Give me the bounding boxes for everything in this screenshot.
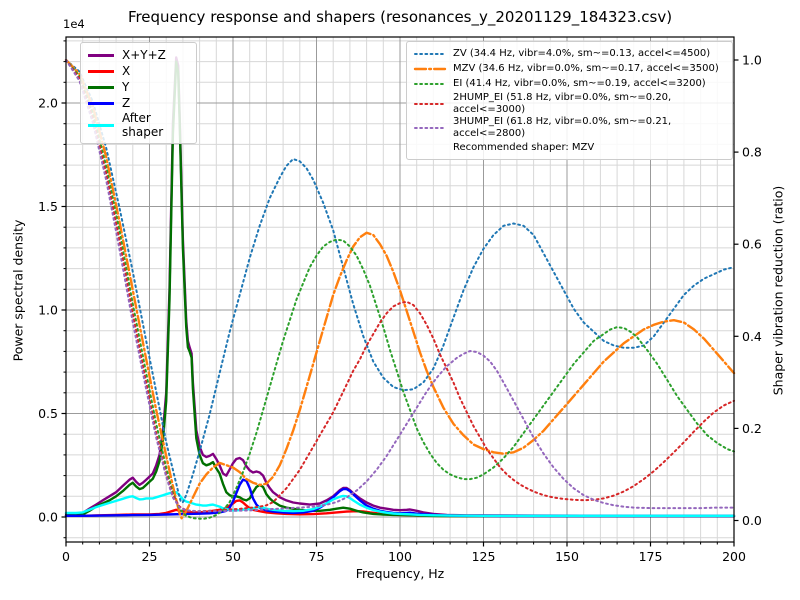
legend-item-zv: ZV (34.4 Hz, vibr=4.0%, sm~=0.13, accel<…: [413, 46, 726, 61]
svg-text:75: 75: [309, 549, 325, 564]
svg-text:1.5: 1.5: [38, 199, 58, 214]
svg-text:0: 0: [62, 549, 70, 564]
legend-item-label: X: [122, 64, 131, 78]
series-zv: [65, 59, 735, 504]
legend-item-label: Y: [122, 80, 130, 94]
legend-psd: X+Y+Z X Y Z After shaper: [80, 42, 197, 144]
legend-shapers: ZV (34.4 Hz, vibr=4.0%, sm~=0.13, accel<…: [406, 41, 733, 161]
legend-item-label: MZV (34.6 Hz, vibr=0.0%, sm~=0.17, accel…: [453, 62, 719, 74]
legend-line-swatch: [88, 123, 114, 127]
svg-text:50: 50: [225, 549, 241, 564]
svg-text:100: 100: [388, 549, 412, 564]
legend-footer-label: Recommended shaper: MZV: [453, 141, 595, 153]
x-axis-label: Frequency, Hz: [355, 566, 445, 581]
svg-text:0.8: 0.8: [742, 145, 762, 160]
legend-item-2hump-ei: 2HUMP_EI (51.8 Hz, vibr=0.0%, sm~=0.20, …: [413, 92, 726, 116]
series-after-shaper: [64, 491, 736, 517]
chart-title: Frequency response and shapers (resonanc…: [127, 8, 673, 26]
legend-line-swatch: [88, 53, 114, 57]
legend-footer-recommended-shaper: Recommended shaper: MZV: [413, 140, 726, 155]
svg-text:0.6: 0.6: [742, 237, 762, 252]
legend-item-ei: EI (41.4 Hz, vibr=0.0%, sm~=0.19, accel<…: [413, 77, 726, 92]
svg-text:175: 175: [639, 549, 663, 564]
y-axis-left-label: Power spectral density: [10, 219, 26, 362]
legend-item-y: Y: [88, 79, 188, 95]
legend-line-swatch: [88, 101, 114, 105]
y-axis-offset-label: 1e4: [63, 17, 85, 31]
svg-text:0.4: 0.4: [742, 329, 762, 344]
svg-text:1.0: 1.0: [38, 303, 58, 318]
legend-item-label: ZV (34.4 Hz, vibr=4.0%, sm~=0.13, accel<…: [453, 47, 711, 59]
series-3hump-ei: [65, 59, 735, 513]
svg-text:200: 200: [722, 549, 746, 564]
legend-item-mzv: MZV (34.6 Hz, vibr=0.0%, sm~=0.17, accel…: [413, 61, 726, 76]
series-mzv: [64, 58, 736, 520]
svg-text:0.5: 0.5: [38, 406, 58, 421]
svg-text:0.2: 0.2: [742, 421, 762, 436]
svg-text:0.0: 0.0: [742, 513, 762, 528]
y-axis-right-label: Shaper vibration reduction (ratio): [770, 185, 786, 396]
legend-line-swatch: [88, 69, 114, 73]
series-y: [64, 60, 736, 518]
svg-text:125: 125: [472, 549, 496, 564]
svg-text:25: 25: [142, 549, 158, 564]
svg-text:1.0: 1.0: [742, 53, 762, 68]
svg-text:150: 150: [555, 549, 579, 564]
legend-item-label: EI (41.4 Hz, vibr=0.0%, sm~=0.19, accel<…: [453, 78, 706, 90]
legend-item-label: 2HUMP_EI (51.8 Hz, vibr=0.0%, sm~=0.20, …: [453, 91, 672, 115]
legend-item-label: Z: [122, 96, 131, 110]
legend-line-swatch: [413, 67, 447, 71]
legend-item-after-shaper: After shaper: [88, 111, 188, 139]
legend-line-swatch: [414, 126, 446, 129]
svg-text:2.0: 2.0: [38, 96, 58, 111]
legend-item-z: Z: [88, 95, 188, 111]
legend-item-label: 3HUMP_EI (61.8 Hz, vibr=0.0%, sm~=0.21, …: [453, 115, 672, 139]
legend-line-swatch: [414, 52, 446, 55]
svg-text:0.0: 0.0: [38, 510, 58, 525]
legend-item-3hump-ei: 3HUMP_EI (61.8 Hz, vibr=0.0%, sm~=0.21, …: [413, 116, 726, 140]
legend-item-label: X+Y+Z: [122, 48, 166, 62]
legend-line-swatch: [88, 85, 114, 89]
legend-line-swatch: [414, 83, 446, 86]
series-ei: [65, 59, 735, 520]
legend-item-label: After shaper: [122, 111, 164, 139]
legend-line-swatch: [414, 102, 446, 105]
legend-item-x-y-z: X+Y+Z: [88, 47, 188, 63]
legend-item-x: X: [88, 63, 188, 79]
